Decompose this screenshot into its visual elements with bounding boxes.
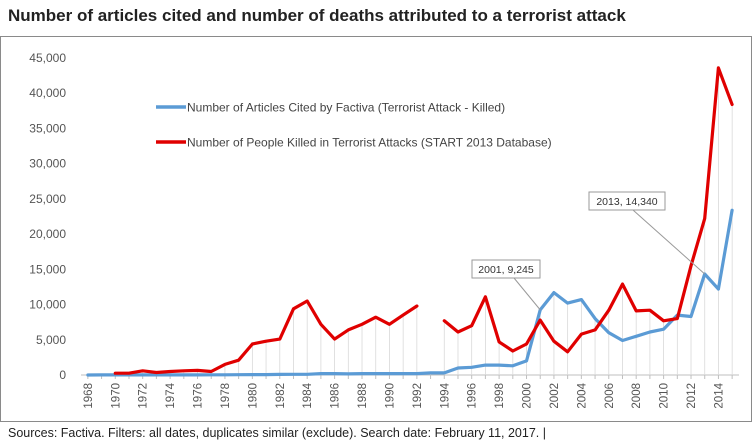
x-tick-label: 1968 [83,383,95,409]
source-note: Sources: Factiva. Filters: all dates, du… [8,426,546,440]
x-tick-label: 2014 [713,382,725,408]
legend-label: Number of People Killed in Terrorist Att… [187,136,552,150]
x-tick-label: 1984 [302,382,314,408]
x-tick-label: 1980 [247,383,259,409]
legend-label: Number of Articles Cited by Factiva (Ter… [187,101,505,115]
x-tick-label: 1994 [439,382,451,408]
line-chart: 0 5,000 10,000 15,000 20,000 25,000 30,000 35,0… [29,51,739,409]
x-tick-label: 1978 [220,383,232,409]
x-tick-label: 2010 [659,383,671,409]
y-tick-label: 20,000 [29,227,66,241]
x-tick-label: 1970 [110,383,122,409]
y-tick-label: 25,000 [29,192,66,206]
y-tick-label: 30,000 [29,157,66,171]
chart-title: Number of articles cited and number of d… [8,6,626,25]
annotation-leader [513,277,541,311]
chart-frame: 0 5,000 10,000 15,000 20,000 25,000 30,000 35,0… [0,36,752,422]
annotation-box [471,259,541,279]
annotation-box [588,191,666,211]
x-tick-label: 1974 [165,382,177,408]
x-tick-label: 1982 [275,383,287,409]
x-tick-label: 1996 [467,383,479,409]
x-tick-label: 1988 [357,383,369,409]
x-tick-label: 1972 [138,383,150,409]
y-tick-label: 10,000 [29,298,66,312]
y-tick-label: 45,000 [29,51,66,65]
x-tick-label: 2008 [631,383,643,409]
x-tick-label: 2006 [604,383,616,409]
annotation-leader [632,209,706,275]
x-tick-label: 2002 [549,383,561,409]
x-tick-label: 1976 [193,383,205,409]
y-tick-label: 15,000 [29,262,66,276]
x-tick-label: 2004 [576,382,588,408]
y-tick-label: 5,000 [36,333,66,347]
y-tick-label: 0 [59,368,66,382]
y-tick-label: 35,000 [29,121,66,135]
deaths-series-line [113,299,419,375]
deaths-series-line [442,66,734,354]
annotation-label: 2013, 14,340 [596,196,657,208]
articles-series-line [86,208,734,377]
x-tick-label: 1992 [412,383,424,409]
y-tick-label: 40,000 [29,86,66,100]
x-tick-label: 2012 [686,383,698,409]
x-tick-label: 1990 [384,383,396,409]
x-tick-label: 1998 [494,383,506,409]
x-tick-label: 2000 [522,383,534,409]
annotation-label: 2001, 9,245 [478,264,534,276]
x-tick-label: 1986 [330,383,342,409]
